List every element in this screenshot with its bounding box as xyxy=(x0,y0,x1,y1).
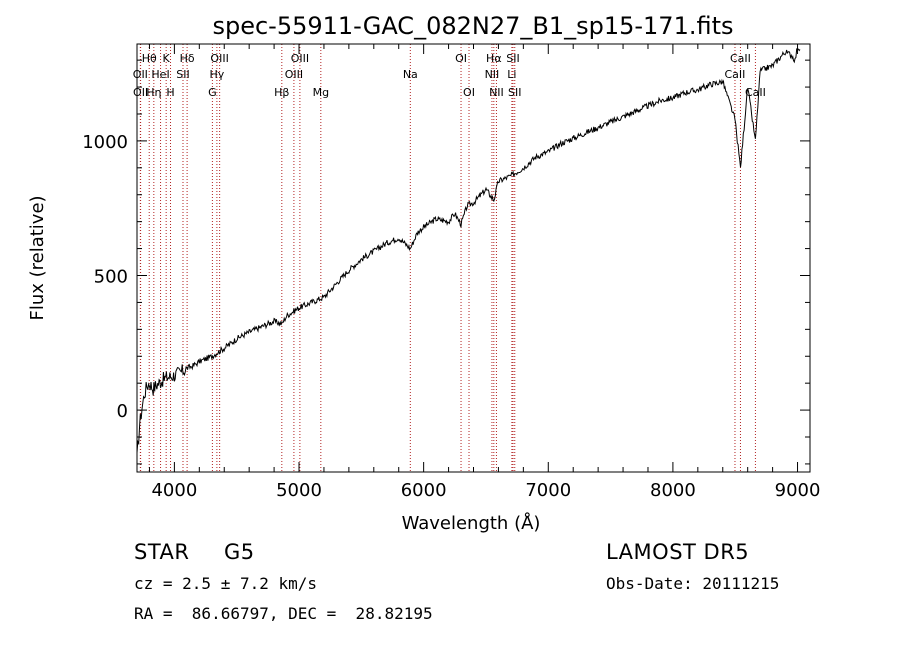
x-tick-label: 9000 xyxy=(775,480,821,501)
spectral-line-label: Li xyxy=(507,68,516,81)
x-tick-label: 5000 xyxy=(276,480,322,501)
object-subclass: G5 xyxy=(224,540,255,564)
spectral-line-label: Hβ xyxy=(274,86,289,99)
spectral-line-label: Hη xyxy=(146,86,161,99)
spectral-line-label: Na xyxy=(403,68,418,81)
axis-ticks: 4000 5000 6000 7000 8000 9000 0 500 1000 xyxy=(82,44,820,501)
x-tick-label: 6000 xyxy=(401,480,447,501)
spectral-line-label: OI xyxy=(455,52,467,65)
spectral-line-label: OIII xyxy=(285,68,303,81)
y-tick-label: 500 xyxy=(94,266,128,287)
x-tick-label: 7000 xyxy=(525,480,571,501)
sky-coordinates: RA = 86.66797, DEC = 28.82195 xyxy=(134,604,433,623)
spectral-line-label: Hθ xyxy=(142,52,157,65)
spectral-line-label: SII xyxy=(508,86,521,99)
spectral-line-label: OII xyxy=(133,68,148,81)
spectral-line-label: Hδ xyxy=(180,52,195,65)
spectral-line-label: CaII xyxy=(730,52,751,65)
spectral-line-label: HeI xyxy=(151,68,169,81)
spectral-line-label: NII xyxy=(489,86,504,99)
spectral-line-label: SII xyxy=(506,52,519,65)
x-axis-label: Wavelength (Å) xyxy=(402,512,541,534)
spectral-line-label: H xyxy=(166,86,174,99)
spectral-line-label: CaII xyxy=(725,68,746,81)
spectral-line-label: Mg xyxy=(313,86,329,99)
spectral-line-markers xyxy=(139,44,756,472)
y-tick-label: 0 xyxy=(117,401,128,422)
x-tick-label: 4000 xyxy=(151,480,197,501)
redshift-velocity: cz = 2.5 ± 7.2 km/s xyxy=(134,574,318,593)
observation-date: Obs-Date: 20111215 xyxy=(606,574,780,593)
spectral-line-label: CaII xyxy=(745,86,766,99)
spectral-line-label: OIII xyxy=(291,52,309,65)
spectral-line-label: SII xyxy=(176,68,189,81)
spectrum-series-line xyxy=(136,48,801,453)
spectral-line-label: G xyxy=(208,86,217,99)
chart-title: spec-55911-GAC_082N27_B1_sp15-171.fits xyxy=(212,12,733,40)
survey-name: LAMOST DR5 xyxy=(606,540,750,564)
object-class: STAR xyxy=(134,540,190,564)
y-axis-label: Flux (relative) xyxy=(27,195,48,320)
spectral-line-label: OIII xyxy=(210,52,228,65)
y-tick-label: 1000 xyxy=(82,132,128,153)
x-tick-label: 8000 xyxy=(650,480,696,501)
spectral-line-label: NII xyxy=(485,68,500,81)
spectral-line-label: Hα xyxy=(486,52,502,65)
spectral-line-label: Hγ xyxy=(209,68,224,81)
spectral-line-label: OI xyxy=(463,86,475,99)
plot-frame xyxy=(136,43,811,473)
spectral-line-label: K xyxy=(163,52,171,65)
